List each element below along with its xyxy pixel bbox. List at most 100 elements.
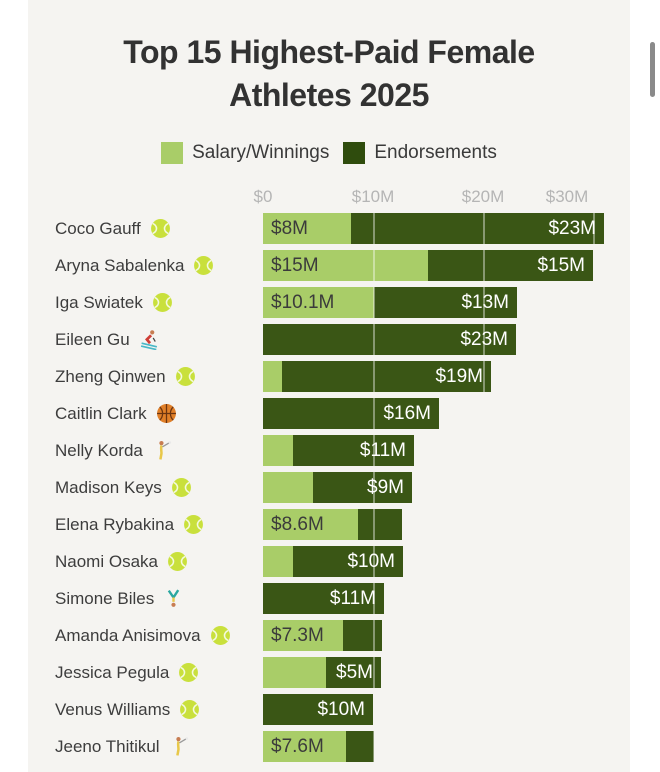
tennis-ball-icon (193, 255, 214, 276)
tennis-ball-icon (167, 551, 188, 572)
stacked-bar: $11M (263, 583, 384, 614)
tennis-ball-icon (152, 292, 173, 313)
endorsements-segment: $9M (313, 472, 412, 503)
stacked-bar: $23M (263, 324, 516, 355)
chart-row: Eileen Gu $23M (0, 324, 660, 355)
endorsements-value-label: $16M (383, 403, 431, 424)
athlete-name: Coco Gauff (55, 218, 141, 238)
skier-icon (139, 329, 160, 350)
athlete-label: Aryna Sabalenka (55, 250, 214, 281)
axis-tick-30m: $30M (545, 187, 589, 206)
endorsements-value-label: $10M (317, 699, 365, 720)
gridline-10m (373, 546, 375, 577)
salary-segment: $15M (263, 250, 428, 281)
tennis-ball-icon (178, 662, 199, 683)
salary-segment (263, 546, 293, 577)
chart-row: Caitlin Clark $16M (0, 398, 660, 429)
athlete-name: Elena Rybakina (55, 514, 175, 534)
legend-item-salary: Salary/Winnings (161, 142, 329, 164)
gridline-10m (373, 472, 375, 503)
salary-value-label: $7.6M (271, 736, 324, 757)
athlete-label: Eileen Gu (55, 324, 160, 355)
legend-item-endorsements: Endorsements (343, 142, 497, 164)
athlete-label: Zheng Qinwen (55, 361, 196, 392)
endorsements-value-label: $13M (461, 292, 509, 313)
stacked-bar: $9M (263, 472, 412, 503)
salary-segment (263, 361, 282, 392)
salary-segment: $10.1M (263, 287, 374, 318)
salary-segment: $8.6M (263, 509, 358, 540)
chart-row: Elena Rybakina $8.6M (0, 509, 660, 540)
salary-value-label: $15M (271, 255, 319, 276)
athlete-label: Coco Gauff (55, 213, 171, 244)
axis-tick-20m: $20M (461, 187, 505, 206)
x-axis: $0 $10M $20M $30M (0, 187, 660, 207)
athlete-label: Jessica Pegula (55, 657, 199, 688)
athlete-name: Amanda Anisimova (55, 625, 201, 645)
athlete-name: Eileen Gu (55, 329, 130, 349)
legend-label-salary: Salary/Winnings (192, 142, 330, 163)
endorsements-segment: $23M (351, 213, 604, 244)
athlete-label: Jeeno Thitikul (55, 731, 190, 762)
endorsements-value-label: $5M (336, 662, 373, 683)
basketball-icon (156, 403, 177, 424)
stacked-bar: $11M (263, 435, 414, 466)
endorsements-segment: $13M (374, 287, 517, 318)
athlete-label: Elena Rybakina (55, 509, 204, 540)
gridline-10m (373, 213, 375, 244)
stacked-bar: $5M (263, 657, 381, 688)
gridline-10m (373, 324, 375, 355)
salary-segment (263, 435, 293, 466)
gridline-20m (483, 213, 485, 244)
salary-value-label: $10.1M (271, 292, 335, 313)
stacked-bar: $10M (263, 546, 403, 577)
gridline-10m (373, 398, 375, 429)
athlete-label: Venus Williams (55, 694, 200, 725)
endorsements-segment: $11M (293, 435, 414, 466)
gridline-20m (483, 250, 485, 281)
athlete-label: Nelly Korda (55, 435, 173, 466)
axis-tick-10m: $10M (351, 187, 395, 206)
gridline-20m (483, 361, 485, 392)
athlete-label: Amanda Anisimova (55, 620, 231, 651)
stacked-bar: $10M (263, 694, 373, 725)
legend-label-endorsements: Endorsements (374, 142, 497, 163)
chart-row: Nelly Korda $11M (0, 435, 660, 466)
athlete-name: Naomi Osaka (55, 551, 158, 571)
endorsements-value-label: $11M (329, 588, 376, 609)
gridline-10m (373, 657, 375, 688)
chart-row: Simone Biles $11M (0, 583, 660, 614)
gridline-20m (483, 287, 485, 318)
chart-row: Venus Williams $10M (0, 694, 660, 725)
stacked-bar: $7.6M (263, 731, 374, 762)
chart-row: Naomi Osaka $10M (0, 546, 660, 577)
endorsements-segment: $10M (293, 546, 403, 577)
stacked-bar: $8.6M (263, 509, 402, 540)
chart-row: Amanda Anisimova $7.3M (0, 620, 660, 651)
tennis-ball-icon (183, 514, 204, 535)
endorsements-segment: $23M (263, 324, 516, 355)
page-title: Top 15 Highest-Paid Female Athletes 2025 (28, 31, 630, 117)
salary-swatch (161, 142, 184, 164)
tennis-ball-icon (175, 366, 196, 387)
tennis-ball-icon (171, 477, 192, 498)
endorsements-value-label: $10M (347, 551, 395, 572)
gridline-10m (373, 435, 375, 466)
tennis-ball-icon (210, 625, 231, 646)
endorsements-value-label: $23M (548, 218, 596, 239)
stacked-bar: $15M $15M (263, 250, 593, 281)
salary-value-label: $7.3M (271, 625, 324, 646)
salary-segment (263, 657, 326, 688)
athlete-name: Venus Williams (55, 699, 171, 719)
stacked-bar: $10.1M $13M (263, 287, 517, 318)
endorsements-value-label: $11M (359, 440, 406, 461)
chart-row: Zheng Qinwen $19M (0, 361, 660, 392)
athlete-name: Simone Biles (55, 588, 155, 608)
stacked-bar: $16M (263, 398, 439, 429)
endorsements-segment (343, 620, 382, 651)
chart-row: Coco Gauff $8M $23M (0, 213, 660, 244)
scrollbar-thumb[interactable] (650, 42, 655, 97)
athlete-name: Iga Swiatek (55, 292, 143, 312)
salary-value-label: $8M (271, 218, 308, 239)
tennis-ball-icon (150, 218, 171, 239)
